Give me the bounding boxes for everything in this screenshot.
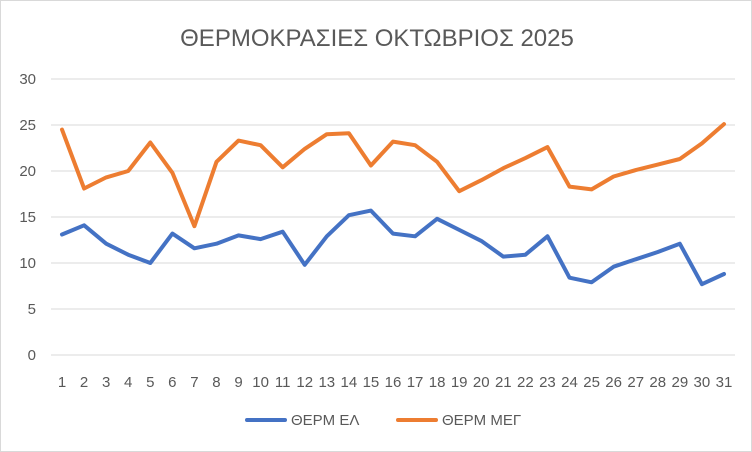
x-tick-label: 24 — [561, 374, 578, 391]
y-tick-label: 20 — [19, 163, 36, 180]
legend: ΘΕΡΜ ΕΛ ΘΕΡΜ ΜΕΓ — [245, 412, 521, 429]
x-tick-label: 31 — [716, 374, 733, 391]
x-axis-ticks: 1 2 3 4 5 6 7 8 9 10 11 12 13 14 15 16 17 18 19 20 21 22 23 24 2… — [58, 374, 732, 391]
legend-label: ΘΕΡΜ ΜΕΓ — [442, 412, 521, 429]
y-axis-ticks: 0 5 10 15 20 25 30 — [19, 71, 36, 364]
x-tick-label: 2 — [80, 374, 88, 391]
x-tick-label: 27 — [627, 374, 644, 391]
x-tick-label: 13 — [318, 374, 335, 391]
y-tick-label: 5 — [28, 301, 36, 318]
x-tick-label: 11 — [275, 374, 291, 391]
x-tick-label: 9 — [234, 374, 242, 391]
x-tick-label: 7 — [190, 374, 198, 391]
x-tick-label: 26 — [605, 374, 622, 391]
x-tick-label: 29 — [671, 374, 688, 391]
y-tick-label: 15 — [19, 209, 36, 226]
y-tick-label: 30 — [19, 71, 36, 88]
x-tick-label: 19 — [451, 374, 468, 391]
x-tick-label: 30 — [694, 374, 711, 391]
x-tick-label: 5 — [146, 374, 154, 391]
x-tick-label: 12 — [296, 374, 313, 391]
x-tick-label: 23 — [539, 374, 556, 391]
y-tick-label: 25 — [19, 117, 36, 134]
chart-title: ΘΕΡΜΟΚΡΑΣΙΕΣ ΟΚΤΩΒΡΙΟΣ 2025 — [180, 25, 574, 52]
x-tick-label: 18 — [429, 374, 446, 391]
x-tick-label: 28 — [649, 374, 666, 391]
x-tick-label: 15 — [363, 374, 380, 391]
x-tick-label: 4 — [124, 374, 132, 391]
series-line-1 — [60, 208, 726, 287]
x-tick-label: 21 — [495, 374, 512, 391]
gridlines — [51, 78, 735, 356]
series-lines — [60, 122, 726, 287]
x-tick-label: 6 — [168, 374, 176, 391]
y-tick-label: 0 — [28, 347, 36, 364]
x-tick-label: 22 — [517, 374, 534, 391]
series-line-2 — [60, 122, 726, 229]
x-tick-label: 1 — [58, 374, 66, 391]
x-tick-label: 16 — [385, 374, 402, 391]
legend-label: ΘΕΡΜ ΕΛ — [291, 412, 359, 429]
x-tick-label: 17 — [407, 374, 424, 391]
x-tick-label: 25 — [583, 374, 600, 391]
x-tick-label: 20 — [473, 374, 490, 391]
x-tick-label: 3 — [102, 374, 110, 391]
y-tick-label: 10 — [19, 255, 36, 272]
x-tick-label: 8 — [212, 374, 220, 391]
x-tick-label: 10 — [252, 374, 269, 391]
x-tick-label: 14 — [341, 374, 358, 391]
